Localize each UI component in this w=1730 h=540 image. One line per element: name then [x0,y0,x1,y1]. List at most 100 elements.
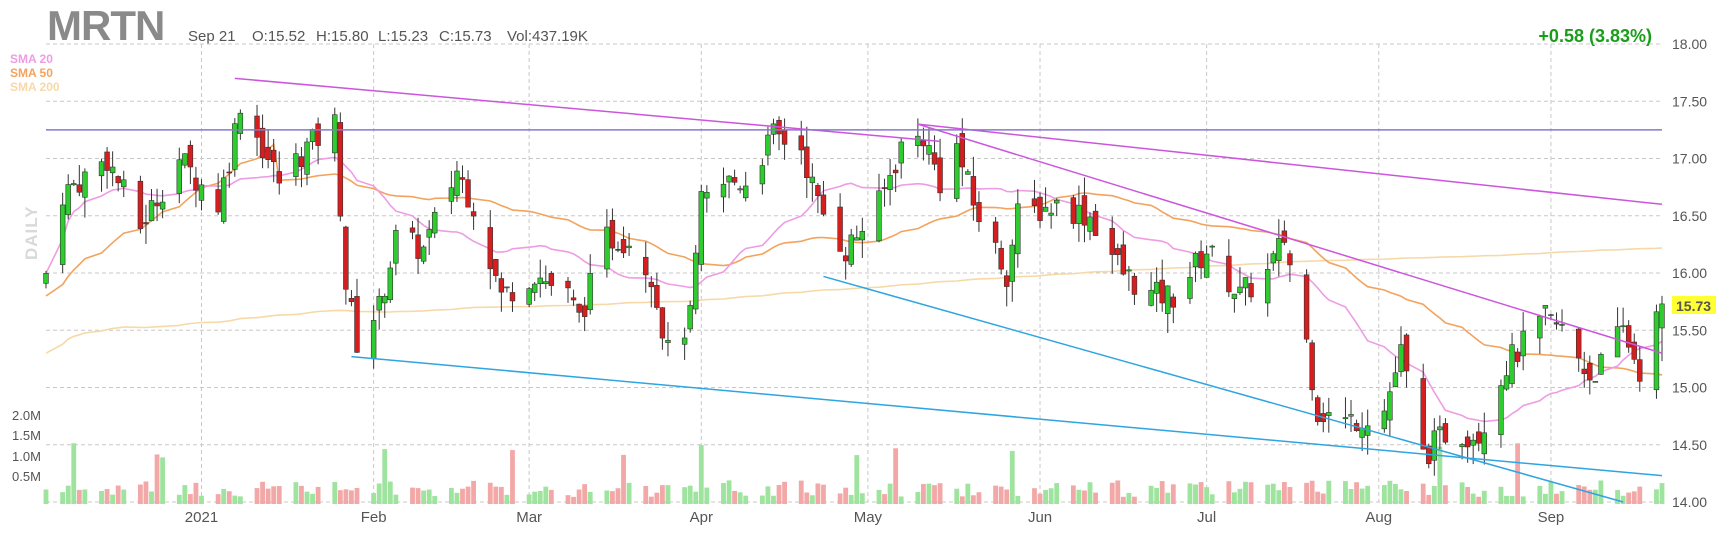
candle [1503,360,1510,391]
volume-bar [1009,450,1015,504]
candle-body [1015,203,1021,255]
candle [1092,203,1099,236]
candle-body [1520,330,1526,357]
volume-bar [1348,488,1354,504]
candle [298,146,305,188]
volume-bar [1187,483,1193,504]
legend-sma20: SMA 20 [10,52,53,66]
candle [815,182,821,214]
candle-body [998,247,1004,270]
candle-body [681,337,688,345]
candle [1281,220,1288,246]
volume-bar [371,493,377,504]
candle [1226,239,1232,297]
candle-body [1342,417,1349,420]
candle [1314,395,1321,426]
candle [731,169,738,186]
volume-bar [1198,482,1204,504]
volume-bar [1082,490,1087,504]
candle-body [1031,198,1038,206]
candle-body [426,229,432,238]
volume-bar [1120,496,1126,504]
candle-body [454,170,460,196]
candle [470,202,477,230]
candle [1509,332,1515,388]
candle-body [115,176,121,184]
candle [198,179,205,211]
candle-body [309,129,316,142]
candle-body [1226,255,1232,293]
candle [332,107,338,162]
candle [1037,192,1043,228]
volume-bar [215,494,221,504]
moving-averages [45,142,1663,423]
candle-body [65,184,71,215]
volume-bar [976,492,982,504]
candle-body [1442,423,1449,443]
volume-bar [1287,486,1293,504]
x-tick-label: Jul [1197,509,1216,526]
candle [665,322,671,357]
candle [237,109,244,140]
candle [1403,333,1410,388]
volume-bar [1037,493,1043,504]
volume-bar [121,489,127,504]
volume-bar [1209,494,1215,504]
volume-bar [265,488,271,504]
candle [1326,397,1332,433]
candle-body [1503,375,1510,390]
candle-body [498,278,505,293]
candle [1070,194,1077,229]
volume-bar [237,496,243,504]
candle [226,162,232,188]
volume-bar [454,492,460,504]
x-tick-label: Mar [516,509,542,526]
candle [465,170,471,208]
candle-body [1381,410,1388,430]
volume-bar [471,480,477,504]
candle [1242,277,1249,306]
candle-body [1087,216,1093,232]
volume-bar [1576,485,1582,504]
candle-body [509,292,516,302]
candle-body [809,176,816,184]
volume-bar [1126,492,1132,504]
candle-body [1637,359,1643,382]
candle [82,168,88,218]
volume-bar [149,491,154,504]
candle [576,303,582,323]
volume-bar [537,490,543,504]
candle [570,289,577,306]
candle [1364,409,1371,455]
candle [765,126,771,166]
last-price-label: 15.73 [1676,298,1711,314]
candle [881,178,888,207]
candle [293,143,299,186]
candle [648,276,655,308]
candle [1387,382,1393,437]
candle [232,118,238,177]
y-tick-label: 14.50 [1672,437,1707,453]
volume-bar [271,486,277,504]
candle [193,166,199,208]
candle-body [409,227,416,233]
volume-bar [426,489,432,504]
candle-body [704,191,710,199]
candle [1015,189,1021,268]
volume-bar [1165,492,1171,504]
volume-bar [660,485,665,504]
y-tick-label: 15.50 [1672,322,1707,338]
candle-body [1420,378,1426,450]
candle-body [887,175,893,191]
quote-date: Sep 21 [188,28,236,45]
sma200-line [45,247,1663,354]
candle-body [926,145,932,155]
candle-body [1092,210,1099,236]
candle [537,259,543,298]
candle [854,225,860,241]
candle [509,282,516,312]
candle [98,158,105,192]
candle-body [137,180,144,229]
legend-sma200: SMA 200 [10,80,60,94]
